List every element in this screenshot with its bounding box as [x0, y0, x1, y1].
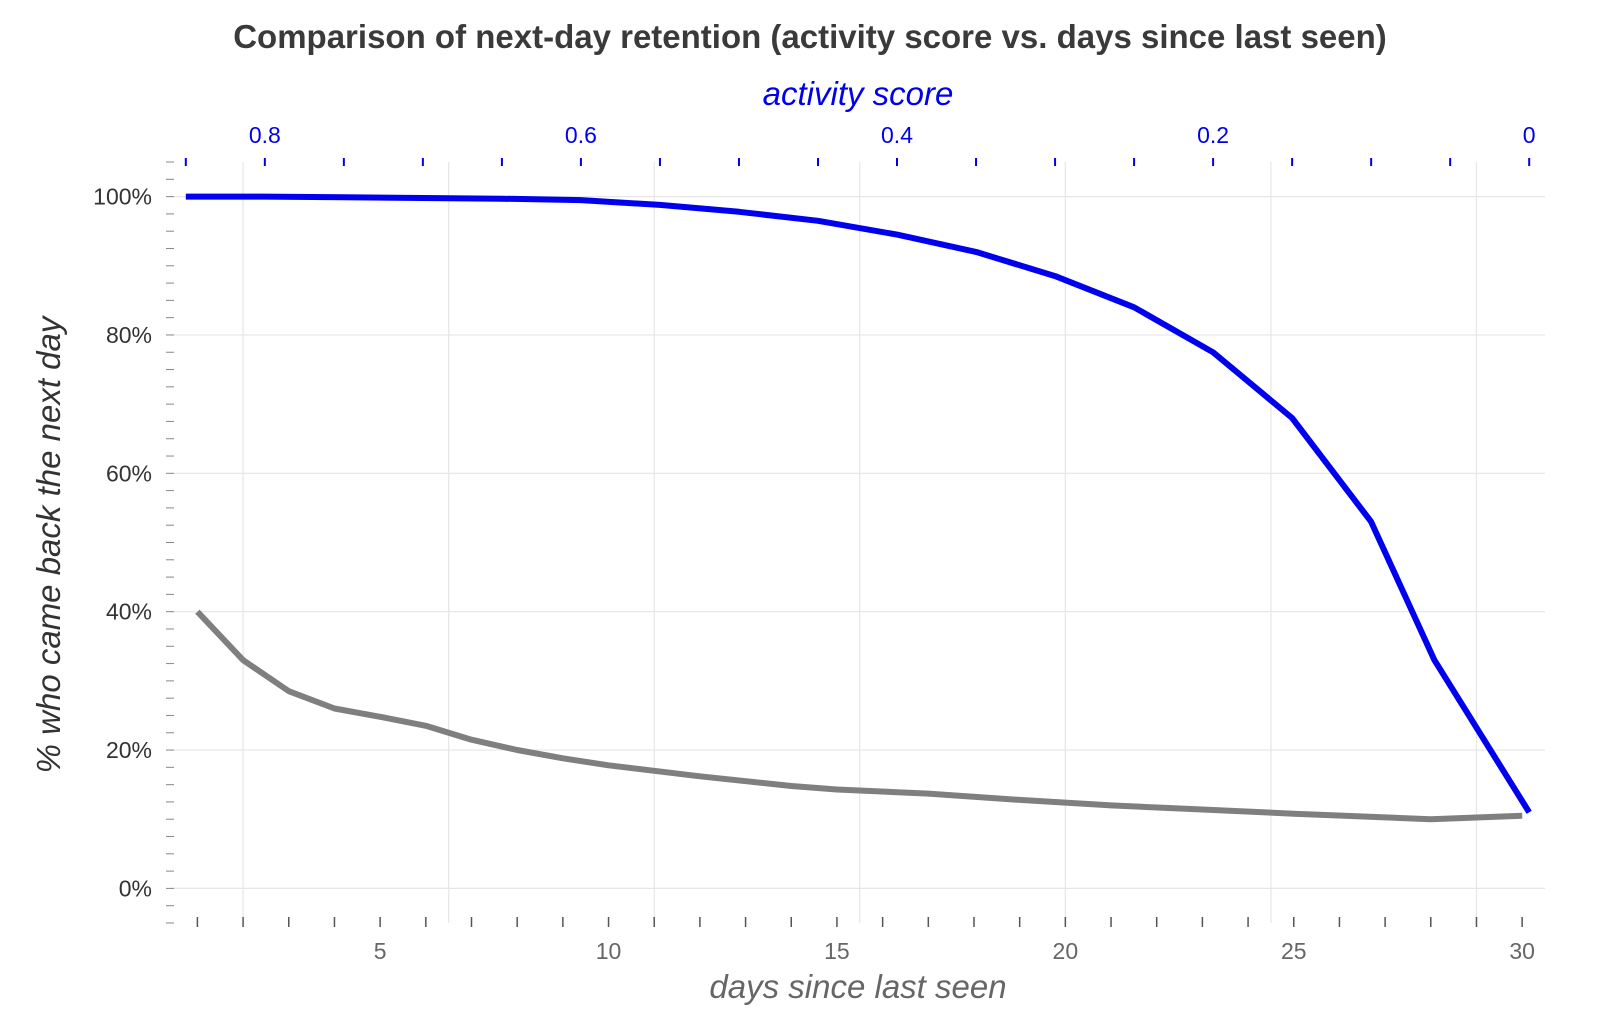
chart-title: Comparison of next-day retention (activi…	[233, 18, 1387, 55]
x-tick-label: 15	[824, 938, 850, 964]
x-tick-label: 25	[1281, 938, 1307, 964]
tick-marks	[166, 158, 1531, 927]
x-tick-label: 20	[1053, 938, 1079, 964]
y-axis-title: % who came back the next day	[30, 314, 67, 773]
y-tick-label: 60%	[106, 460, 152, 486]
y-tick-label: 0%	[119, 875, 152, 901]
series-lines	[185, 193, 1532, 823]
tick-labels: 0% 20% 40% 60% 80% 100% 5 10 15 20 25 30 0.8 0.6 0.4 0.…	[93, 122, 1535, 964]
x-axis-title: days since last seen	[709, 968, 1006, 1005]
activity-score-line	[185, 193, 1532, 814]
x2-tick-label: 0.6	[565, 122, 597, 148]
x2-tick-label: 0	[1523, 122, 1536, 148]
y-tick-label: 100%	[93, 184, 152, 210]
x-tick-label: 5	[374, 938, 387, 964]
x2-tick-label: 0.2	[1197, 122, 1229, 148]
top-axis-title: activity score	[763, 75, 954, 112]
x2-tick-label: 0.8	[249, 122, 281, 148]
grid	[170, 162, 1545, 923]
x-tick-label: 30	[1509, 938, 1535, 964]
days-since-last-seen-line	[195, 609, 1523, 823]
y-tick-label: 20%	[106, 737, 152, 763]
x-tick-label: 10	[596, 938, 622, 964]
y-tick-label: 40%	[106, 599, 152, 625]
y-tick-label: 80%	[106, 322, 152, 348]
x2-tick-label: 0.4	[881, 122, 913, 148]
